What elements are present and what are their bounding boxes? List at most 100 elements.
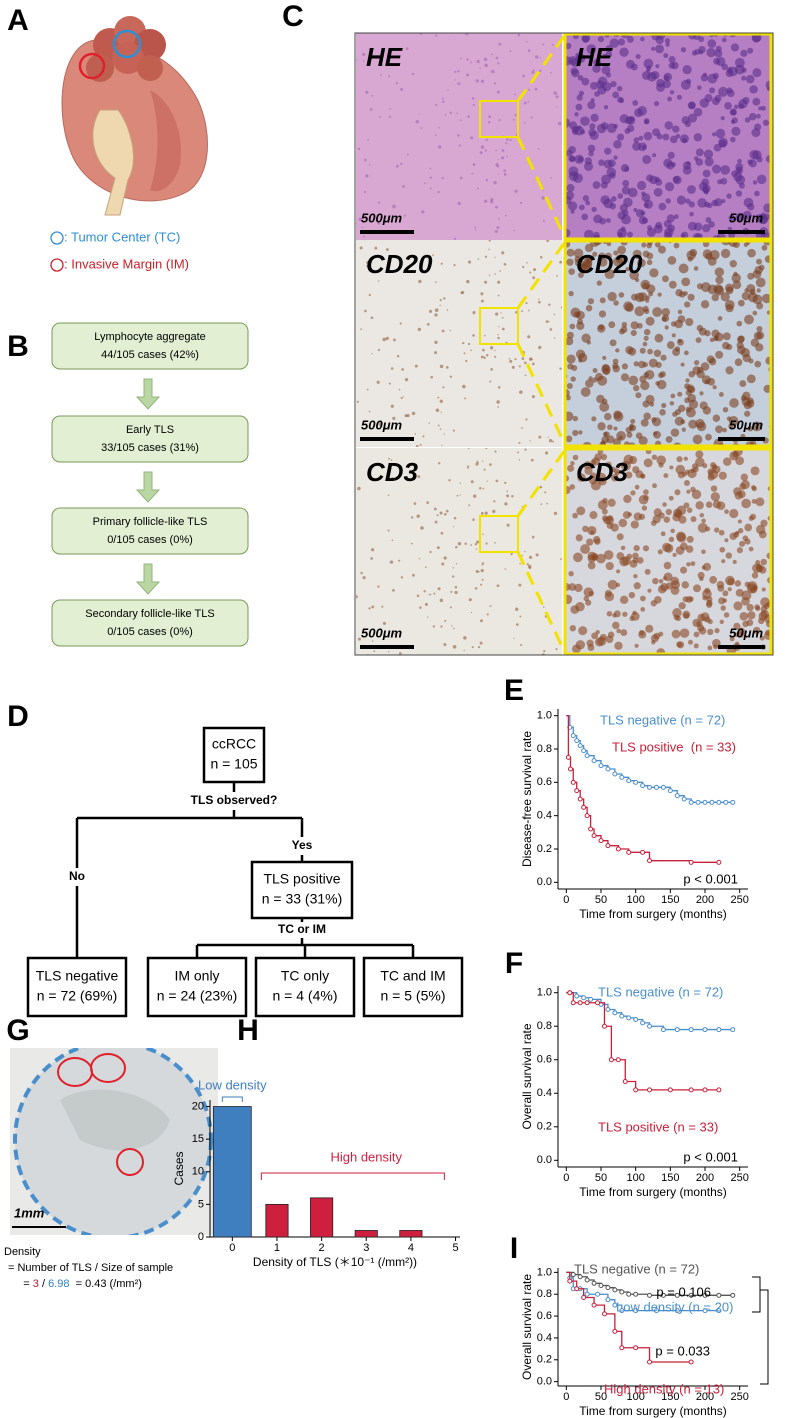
cell <box>591 632 599 640</box>
cell <box>711 293 719 302</box>
censor-mark <box>612 1328 618 1334</box>
cell <box>496 164 500 168</box>
censor-mark <box>567 1278 573 1284</box>
cell <box>453 526 455 528</box>
image-low <box>356 33 562 240</box>
cell <box>463 649 465 652</box>
cell <box>721 198 726 204</box>
cell <box>604 412 612 421</box>
cell <box>560 558 562 560</box>
cell <box>718 392 724 397</box>
cell <box>747 47 754 54</box>
cell <box>496 90 500 94</box>
cell <box>568 571 574 577</box>
cell <box>733 104 739 110</box>
x-tick-label: 250 <box>730 894 748 906</box>
cell <box>680 542 688 551</box>
cell <box>647 348 653 355</box>
cell <box>565 594 573 605</box>
cell <box>418 558 421 560</box>
cell <box>609 339 617 347</box>
cell <box>722 427 727 433</box>
cell <box>381 605 384 608</box>
cell <box>656 82 666 92</box>
cell <box>662 275 669 283</box>
cell <box>416 514 420 518</box>
cell <box>747 581 758 592</box>
cell <box>712 164 722 174</box>
cell <box>442 97 444 100</box>
cell <box>640 418 649 427</box>
cell <box>527 100 530 103</box>
cell <box>538 298 540 300</box>
cell <box>651 454 658 460</box>
node-text: n = 24 (23%) <box>157 988 238 1004</box>
cell <box>495 205 498 209</box>
cell <box>644 568 651 575</box>
cell <box>714 527 720 533</box>
legend-tc: : Tumor Center (TC) <box>64 229 180 244</box>
cell <box>619 595 629 605</box>
cell <box>440 625 443 628</box>
cell <box>626 35 634 43</box>
cell <box>720 116 725 121</box>
censor-mark <box>591 833 597 839</box>
cell <box>586 44 597 55</box>
cell <box>453 264 456 267</box>
cell <box>390 404 394 408</box>
censor-mark <box>716 859 722 865</box>
cell <box>577 75 584 81</box>
cell <box>565 149 573 157</box>
cell <box>651 46 656 51</box>
cell <box>424 182 426 184</box>
cell <box>684 120 692 128</box>
zoom-line <box>516 551 567 654</box>
cell <box>578 358 583 363</box>
cell <box>525 302 528 305</box>
cell <box>665 198 671 204</box>
cell <box>440 411 442 413</box>
censor-mark <box>633 1345 639 1351</box>
cell <box>752 180 758 185</box>
cell <box>662 133 670 141</box>
cell <box>642 154 652 165</box>
cell <box>529 440 531 442</box>
cell <box>459 119 462 122</box>
censor-mark <box>577 1274 583 1280</box>
cell <box>650 70 660 80</box>
cell <box>433 592 436 595</box>
cell <box>630 418 636 424</box>
cell <box>356 59 357 61</box>
cell <box>447 89 449 91</box>
cell <box>710 485 718 492</box>
y-axis-title: Cases <box>172 1151 186 1185</box>
cell <box>597 422 606 431</box>
cell <box>656 379 667 390</box>
censor-mark <box>716 1292 722 1298</box>
cell <box>695 337 702 344</box>
cell <box>728 214 735 222</box>
cell <box>567 464 575 472</box>
flow-box-text: 44/105 cases (42%) <box>101 349 199 361</box>
cell <box>625 471 633 479</box>
cell <box>678 515 687 524</box>
cell <box>701 518 706 524</box>
censor-mark <box>633 1291 639 1297</box>
panel-letter: G <box>6 1014 29 1047</box>
cell <box>437 190 440 194</box>
cell <box>714 49 723 58</box>
censor-mark <box>695 799 701 805</box>
cell <box>509 50 512 53</box>
cell <box>630 321 639 330</box>
cell <box>576 506 586 516</box>
y-tick-label: 0.0 <box>537 1376 552 1388</box>
cell <box>734 64 745 75</box>
cell <box>668 280 677 289</box>
cell <box>518 441 521 444</box>
cell <box>683 350 689 356</box>
censor-mark <box>681 796 687 802</box>
cell <box>514 114 517 117</box>
cell <box>623 454 634 465</box>
censor-mark <box>605 1006 611 1012</box>
cell <box>396 164 398 167</box>
